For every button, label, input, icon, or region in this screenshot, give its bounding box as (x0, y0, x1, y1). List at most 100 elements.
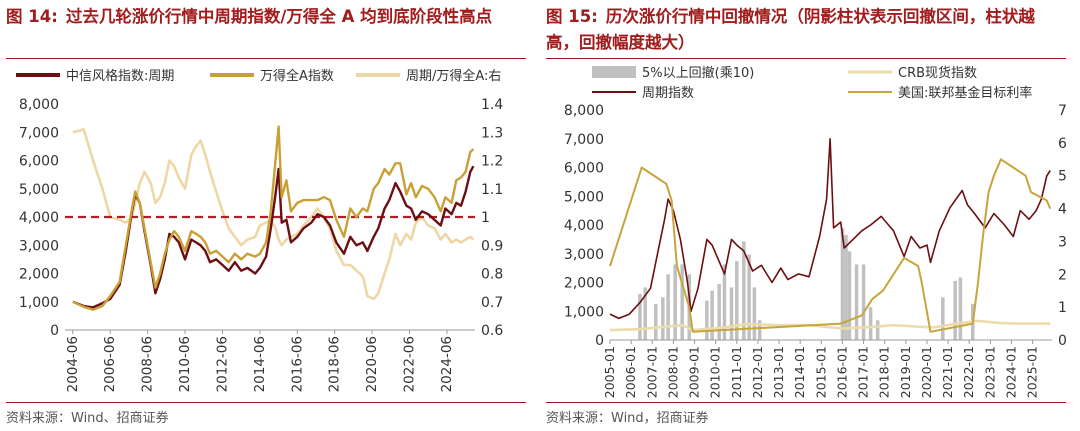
left-figure-panel: 图 14: 过去几轮涨价行情中周期指数/万得全 A 均到底阶段性高点 0 1,000… (6, 4, 526, 426)
y2-tick-label: 0.7 (481, 295, 503, 311)
y2-tick-label: 4 (1058, 202, 1067, 218)
figure-title: 图 15: 历次涨价行情中回撤情况（阴影柱状表示回撤区间，柱状越高，回撤幅度越大） (546, 4, 1066, 56)
drawdown-bar (729, 287, 734, 340)
y2-tick-label: 2 (1058, 267, 1067, 283)
drawdown-bar (638, 294, 642, 340)
y-tick-label: 0 (595, 333, 604, 349)
y-tick-label: 6,000 (19, 154, 59, 170)
series-line-3 (72, 128, 475, 301)
drawdown-bar (742, 241, 746, 340)
figure-title-text: 过去几轮涨价行情中周期指数/万得全 A 均到底阶段性高点 (65, 7, 493, 26)
y-tick-label: 1,000 (564, 304, 604, 320)
y2-tick-label: 1.4 (481, 97, 503, 113)
legend-swatch (592, 66, 636, 78)
x-tick-label: 2019-01 (898, 346, 913, 398)
x-tick-label: 2013-01 (771, 346, 786, 398)
legend-label: 5%以上回撤(乘10) (642, 65, 754, 81)
legend-label: 周期/万得全A:右 (406, 68, 501, 84)
title-rule (6, 58, 526, 59)
x-tick-label: 2024-06 (439, 336, 455, 392)
y-tick-label: 2,000 (19, 267, 59, 283)
legend-label: 万得全A指数 (260, 68, 334, 84)
y-tick-label: 2,000 (564, 276, 604, 292)
y-tick-label: 8,000 (19, 97, 59, 113)
y-tick-label: 5,000 (19, 182, 59, 198)
drawdown-bar (868, 307, 873, 340)
source-rule (6, 402, 526, 403)
drawdown-bar (666, 274, 670, 340)
drawdown-bar (735, 261, 739, 340)
y2-tick-label: 1.1 (481, 182, 503, 198)
drawdown-bar (752, 287, 757, 340)
y-tick-label: 3,000 (19, 238, 59, 254)
drawdown-bar (673, 264, 677, 340)
drawdown-bar (710, 290, 714, 340)
series-line-2 (72, 125, 475, 311)
right-figure-panel: 图 15: 历次涨价行情中回撤情况（阴影柱状表示回撤区间，柱状越高，回撤幅度越大）… (540, 0, 1080, 431)
figure-title: 图 14: 过去几轮涨价行情中周期指数/万得全 A 均到底阶段性高点 (6, 4, 526, 30)
drawdown-bar (680, 264, 684, 340)
y2-tick-label: 0 (1058, 333, 1067, 349)
y-tick-label: 1,000 (19, 295, 59, 311)
y-tick-label: 7,000 (19, 125, 59, 141)
x-tick-label: 2017-01 (856, 346, 871, 398)
drawdown-bar (705, 300, 709, 340)
y2-tick-label: 3 (1058, 234, 1067, 250)
y-tick-label: 7,000 (564, 132, 604, 148)
x-tick-label: 2020-01 (919, 346, 934, 398)
drawdown-bar (958, 277, 963, 340)
drawdown-bar (847, 251, 852, 340)
drawdown-bar (654, 303, 658, 340)
drawdown-bar (854, 264, 859, 340)
drawdown-bar (722, 264, 727, 340)
x-tick-label: 2009-01 (687, 346, 702, 398)
x-tick-label: 2014-06 (252, 336, 268, 392)
legend-label: CRB现货指数 (898, 65, 977, 81)
x-tick-label: 2008-01 (665, 346, 680, 398)
series-line-1 (609, 138, 1051, 320)
x-tick-label: 2006-06 (102, 336, 118, 392)
x-tick-label: 2012-06 (214, 336, 230, 392)
x-tick-label: 2022-01 (961, 346, 976, 398)
legend-label: 中信风格指数:周期 (66, 68, 174, 84)
x-tick-label: 2004-06 (65, 336, 81, 392)
y2-tick-label: 0.8 (481, 267, 503, 283)
y2-tick-label: 0.9 (481, 238, 503, 254)
x-tick-label: 2018-01 (877, 346, 892, 398)
drawdown-bar (717, 284, 721, 340)
title-rule (546, 58, 1066, 59)
y2-tick-label: 1.3 (481, 125, 503, 141)
drawdown-bar (840, 228, 845, 340)
source-note: 资料来源：Wind，招商证券 (546, 411, 709, 426)
drawdown-bar (747, 254, 751, 340)
x-tick-label: 2020-06 (364, 336, 380, 392)
source-rule (546, 402, 1066, 403)
drawdown-bar (661, 297, 665, 340)
drawdown-bar (861, 264, 866, 340)
x-tick-label: 2007-01 (644, 346, 659, 398)
y2-tick-label: 0.6 (481, 323, 503, 339)
series-line-2 (609, 319, 1051, 332)
x-tick-label: 2023-01 (982, 346, 997, 398)
y2-tick-label: 7 (1058, 103, 1067, 119)
x-tick-label: 2016-06 (289, 336, 305, 392)
y-tick-label: 8,000 (564, 103, 604, 119)
source-note: 资料来源：Wind、招商证券 (6, 411, 169, 426)
series-line-3 (609, 158, 1052, 333)
drawdown-bar (643, 287, 647, 340)
figure-title-text: 历次涨价行情中回撤情况（阴影柱状表示回撤区间，柱状越高，回撤幅度越大） (546, 7, 1035, 52)
drawdown-bar (953, 280, 957, 340)
y-tick-label: 4,000 (564, 218, 604, 234)
y2-tick-label: 1 (1058, 300, 1067, 316)
y-tick-label: 5,000 (564, 189, 604, 205)
drawdown-bar (875, 320, 880, 340)
left-chart: 0 1,000 2,000 3,000 4,000 5,000 6,000 7,000 8,00… (16, 68, 503, 392)
y2-tick-label: 1 (481, 210, 490, 226)
x-tick-label: 2025-01 (1025, 346, 1040, 398)
y-tick-label: 0 (50, 323, 59, 339)
figure-number: 图 14: (6, 7, 58, 26)
x-tick-label: 2016-01 (834, 346, 849, 398)
x-tick-label: 2008-06 (140, 336, 156, 392)
drawdown-bar (757, 320, 762, 340)
x-tick-label: 2006-01 (623, 346, 638, 398)
